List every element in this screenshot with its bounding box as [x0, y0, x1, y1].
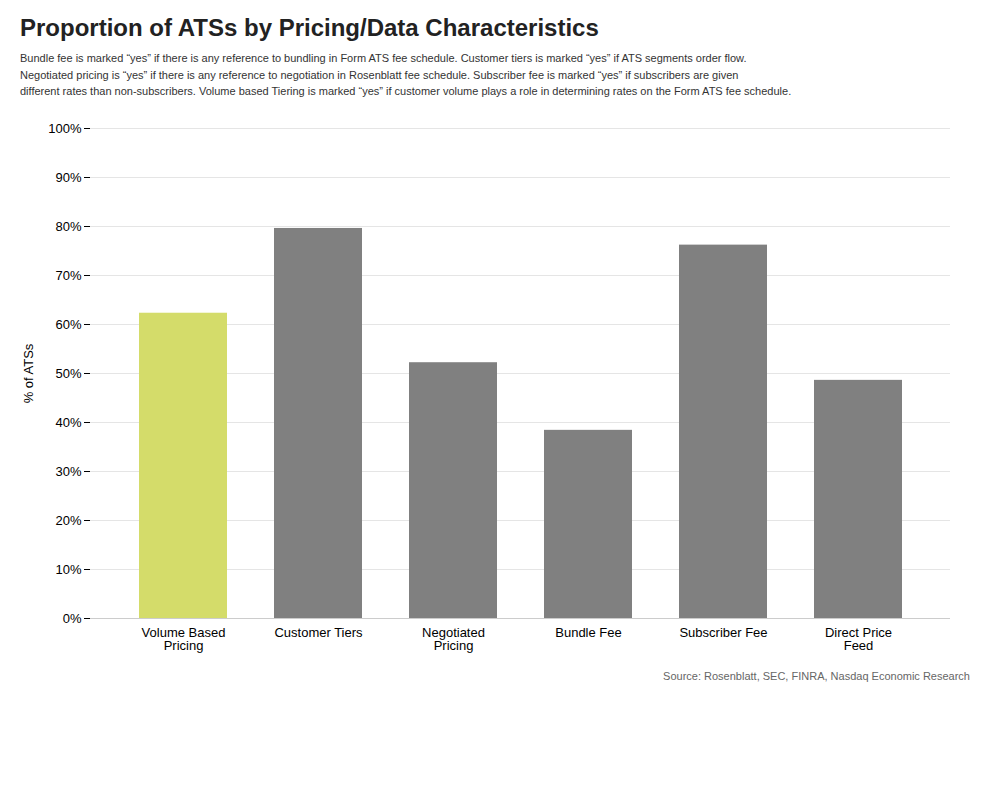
html-text:Proportion of ATSs by Pricing/: Proportion of ATSs by Pricing/Data Chara… [20, 14, 599, 41]
svg-text:% of ATSs: % of ATSs [21, 343, 36, 403]
svg-text:40%: 40% [55, 414, 81, 429]
svg-text:Direct PriceFeed: Direct PriceFeed [825, 624, 892, 652]
svg-text:Customer Tiers: Customer Tiers [274, 624, 363, 639]
svg-text:100%: 100% [48, 120, 82, 135]
svg-text:Subscriber Fee: Subscriber Fee [679, 624, 767, 639]
svg-text:30%: 30% [55, 463, 81, 478]
svg-text:Bundle Fee: Bundle Fee [555, 624, 622, 639]
svg-text:Volume BasedPricing: Volume BasedPricing [142, 624, 226, 652]
svg-text:70%: 70% [55, 267, 81, 282]
svg-text:NegotiatedPricing: NegotiatedPricing [422, 624, 485, 652]
svg-text:90%: 90% [55, 169, 81, 184]
html-text:Source: Rosenblatt, SEC, FINRA: Source: Rosenblatt, SEC, FINRA, Nasdaq E… [663, 669, 970, 682]
svg-text:50%: 50% [55, 365, 81, 380]
html-text:Bundle fee is marked “yes” if: Bundle fee is marked “yes” if there is a… [20, 52, 792, 97]
svg-text:20%: 20% [55, 512, 81, 527]
svg-text:0%: 0% [63, 610, 82, 625]
svg-text:60%: 60% [55, 316, 81, 331]
svg-text:10%: 10% [55, 561, 81, 576]
svg-text:80%: 80% [55, 218, 81, 233]
